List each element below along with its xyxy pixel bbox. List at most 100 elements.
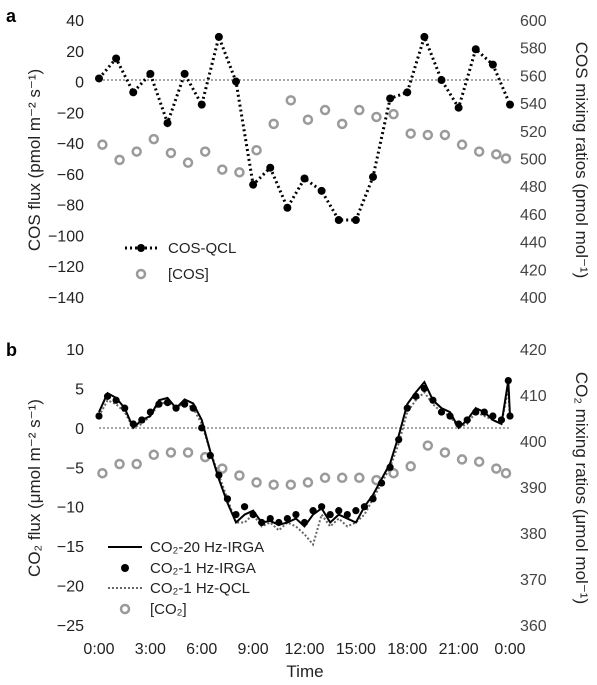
panel-a: a COS flux (pmol m⁻² s⁻¹) COS mixing rat…: [6, 6, 591, 307]
cos-qcl-line: [97, 31, 512, 222]
co2-mixing-point: [336, 472, 348, 484]
left-tick-label: −5: [66, 460, 84, 477]
co2-1hz-irga-point: [112, 396, 120, 404]
left-tick-label: −60: [57, 167, 84, 184]
cos-mixing-point: [473, 146, 485, 157]
legend-1hz-irga-marker: [121, 564, 129, 572]
co2-1hz-irga-point: [275, 518, 283, 527]
cos-qcl-point: [266, 163, 275, 172]
cos-qcl-point: [454, 103, 463, 112]
co2-mixing-point: [405, 461, 416, 472]
left-tick-label: 0: [75, 421, 84, 438]
cos-qcl-point: [232, 77, 240, 86]
right-tick-label: 390: [520, 480, 547, 497]
legend-1hz-irga-label: CO₂-1 Hz-IRGA: [150, 560, 256, 577]
right-tick-label: 370: [520, 572, 547, 589]
left-tick-label: −20: [57, 105, 84, 122]
panel-a-right-axis-label: COS mixing ratios (pmol mol⁻¹): [572, 42, 591, 279]
right-tick-label: 540: [520, 96, 547, 113]
cos-mixing-point: [97, 139, 108, 150]
co2-1hz-irga-point: [198, 424, 206, 432]
left-tick-label: −100: [48, 228, 84, 245]
right-tick-label: 410: [520, 388, 547, 405]
right-tick-label: 500: [520, 152, 547, 169]
co2-1hz-irga-point: [292, 510, 300, 519]
co2-1hz-irga-point: [455, 420, 463, 428]
x-tick-label: 6:00: [186, 641, 217, 658]
co2-mixing-point: [473, 456, 485, 467]
x-tick-label: 9:00: [238, 641, 269, 658]
co2-1hz-irga-point: [266, 514, 274, 523]
cos-qcl-point: [403, 88, 412, 97]
co2-1hz-irga-point: [103, 392, 112, 400]
co2-mixing-point: [234, 470, 245, 481]
left-tick-label: 0: [75, 75, 84, 92]
co2-mixing-point: [491, 463, 502, 474]
legend-cos-marker: [135, 268, 147, 280]
panel-b-letter: b: [6, 340, 17, 360]
cos-qcl-point: [197, 100, 206, 109]
cos-mixing-point: [439, 129, 451, 141]
co2-1hz-irga-point: [420, 384, 428, 393]
right-tick-label: 360: [520, 618, 547, 635]
cos-qcl-point: [334, 216, 343, 225]
cos-mixing-point: [319, 104, 331, 116]
cos-mixing-point: [217, 164, 228, 175]
co2-1hz-irga-point: [249, 510, 257, 519]
co2-1hz-irga-point: [472, 408, 480, 416]
x-tick-label: 12:00: [284, 641, 324, 658]
x-axis-ticks: 0:00 3:00 6:00 9:00 12:00 15:00 18:00 21:00 0:00: [83, 641, 525, 658]
panel-b-left-ticks: 10 5 0 −5 −10 −15 −20 −25: [57, 342, 84, 635]
cos-qcl-point: [163, 119, 172, 128]
right-tick-label: 600: [520, 13, 547, 30]
x-tick-label: 0:00: [494, 641, 525, 658]
cos-qcl-point: [386, 94, 395, 103]
x-axis-label: Time: [286, 662, 323, 681]
right-tick-label: 580: [520, 41, 547, 58]
legend-20hz-irga-label: CO₂-20 Hz-IRGA: [150, 539, 264, 556]
co2-1hz-irga-point: [395, 436, 403, 444]
right-tick-label: 460: [520, 207, 547, 224]
right-tick-label: 520: [520, 124, 547, 141]
co2-1hz-irga-point: [403, 404, 411, 412]
co2-1hz-irga-point: [258, 518, 266, 527]
co2-1hz-irga-point: [489, 412, 497, 420]
cos-qcl-point: [146, 69, 155, 78]
cos-mixing-point: [131, 146, 142, 157]
cos-qcl-point: [214, 32, 223, 41]
left-tick-label: 10: [66, 342, 84, 359]
left-tick-label: 20: [66, 44, 84, 61]
cos-qcl-point: [283, 203, 292, 212]
co2-1hz-irga-point: [318, 503, 326, 511]
co2-1hz-irga-point: [206, 451, 214, 460]
co2-mixing-point: [456, 454, 468, 465]
x-tick-label: 21:00: [439, 641, 479, 658]
panel-a-right-ticks: 600 580 560 540 520 500 480 460 440 420 400: [520, 13, 547, 307]
cos-mixing-point: [405, 128, 416, 139]
left-tick-label: −120: [48, 259, 84, 276]
cos-qcl-point: [369, 172, 377, 181]
co2-1hz-irga-point: [189, 404, 197, 412]
panel-b-left-axis-label: CO₂ flux (μmol m⁻² s⁻¹): [25, 399, 44, 577]
right-tick-label: 480: [520, 179, 547, 196]
cos-qcl-point: [420, 32, 429, 41]
cos-qcl-point: [488, 60, 497, 69]
panel-b-right-ticks: 420 410 400 390 380 370 360: [520, 342, 547, 635]
co2-1hz-irga-point: [138, 416, 146, 424]
cos-qcl-point: [317, 186, 326, 195]
co2-1hz-irga-point: [335, 507, 343, 515]
cos-mixing-point: [336, 118, 348, 130]
cos-mixing-point: [491, 149, 502, 160]
co2-1hz-irga-point: [343, 510, 351, 519]
right-tick-label: 380: [520, 526, 547, 543]
co2-mixing-point: [439, 447, 451, 458]
cos-mixing-point: [165, 147, 177, 159]
left-tick-label: −10: [57, 500, 84, 517]
legend-cos-qcl-marker: [137, 244, 145, 252]
co2-mixing-point: [268, 479, 279, 490]
co2-1hz-irga-point: [181, 400, 189, 408]
cos-qcl-point: [437, 76, 446, 85]
cos-mixing-point: [354, 104, 365, 116]
right-tick-label: 560: [520, 68, 547, 85]
left-tick-label: −80: [57, 198, 84, 215]
